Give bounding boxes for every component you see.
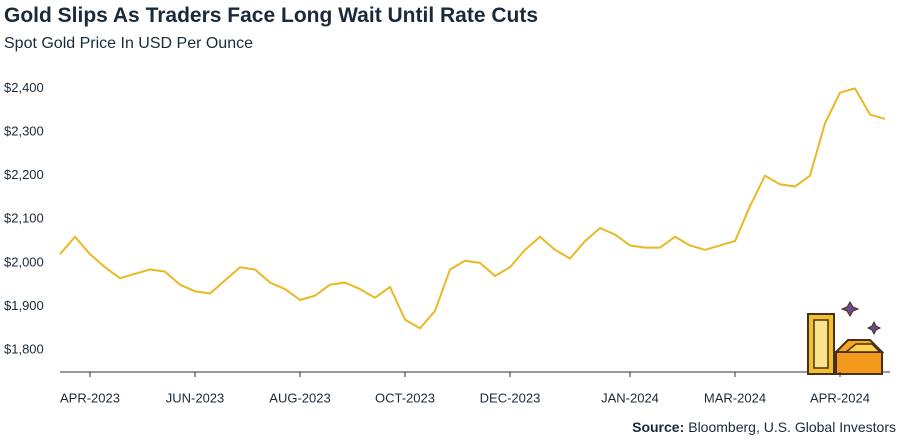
x-tick-label: OCT-2023 — [375, 390, 435, 405]
x-tick-label: APR-2024 — [810, 390, 870, 405]
chart-subtitle: Spot Gold Price In USD Per Ounce — [4, 35, 253, 52]
y-tick-label: $2,200 — [4, 167, 44, 182]
source-label: Source: — [632, 419, 684, 435]
y-tick-label: $2,000 — [4, 254, 44, 269]
y-tick-label: $2,400 — [4, 80, 44, 95]
y-tick-label: $2,100 — [4, 211, 44, 226]
x-tick-label: JAN-2024 — [601, 390, 659, 405]
y-tick-label: $1,900 — [4, 298, 44, 313]
y-tick-label: $1,800 — [4, 342, 44, 357]
gold-bars-icon — [807, 301, 885, 375]
chart-title: Gold Slips As Traders Face Long Wait Unt… — [4, 4, 538, 27]
x-tick-label: DEC-2023 — [480, 390, 541, 405]
y-tick-label: $2,300 — [4, 123, 44, 138]
x-tick-label: AUG-2023 — [269, 390, 330, 405]
price-line — [59, 87, 886, 330]
source-note: Source: Bloomberg, U.S. Global Investors — [632, 419, 896, 435]
x-tick-label: APR-2023 — [60, 390, 120, 405]
x-tick-label: MAR-2024 — [704, 390, 766, 405]
source-text: Bloomberg, U.S. Global Investors — [688, 419, 896, 435]
x-tick-label: JUN-2023 — [166, 390, 225, 405]
